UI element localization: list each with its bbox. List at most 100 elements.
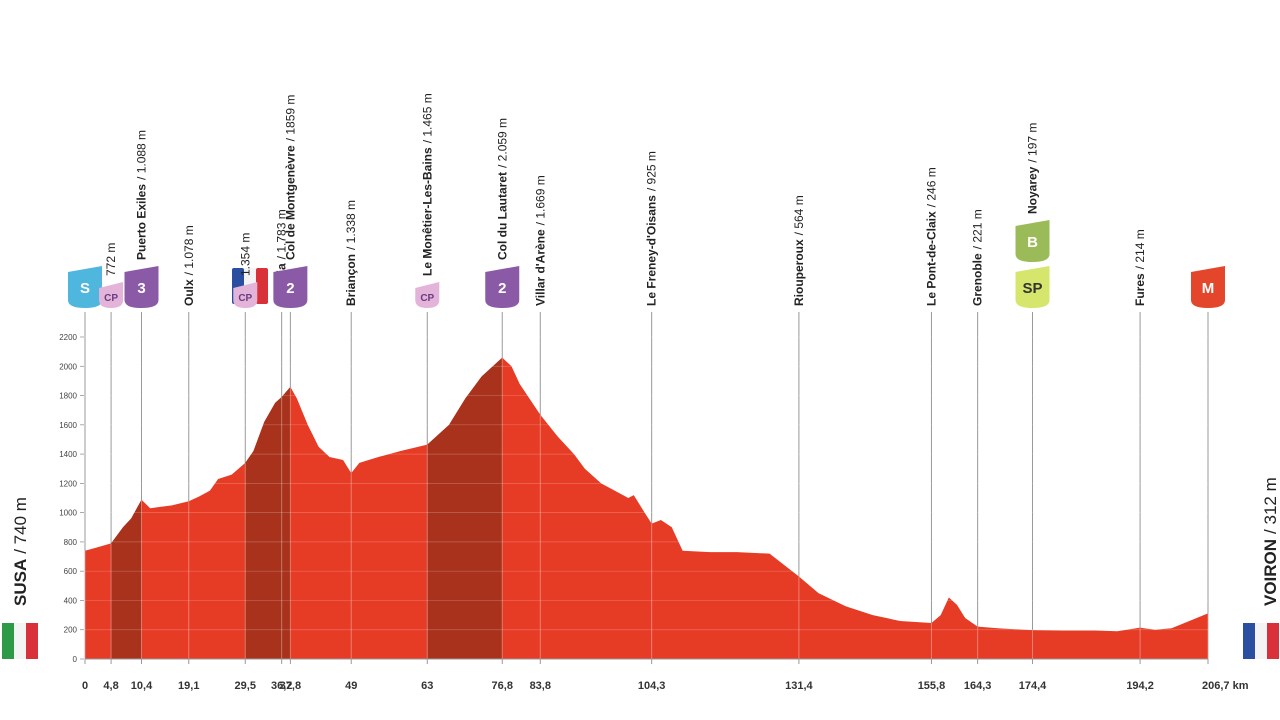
x-tick-label: 155,8: [918, 680, 946, 692]
waypoint-text: Le Pont-de-Claix / 246 m: [924, 167, 938, 306]
waypoint-name: Le Freney-d'Oisans: [645, 195, 659, 306]
y-tick-label: 1400: [59, 450, 77, 459]
x-tick-label: 194,2: [1126, 680, 1154, 692]
waypoint-icon: CP: [233, 282, 258, 308]
waypoint-icon: CP: [415, 282, 440, 308]
climb-shade: [111, 499, 142, 659]
y-tick-label: 2000: [59, 362, 77, 371]
x-tick-label: 104,3: [638, 680, 666, 692]
y-tick-label: 0: [73, 655, 78, 664]
waypoint-text: Riouperoux / 564 m: [792, 195, 806, 306]
elevation-area: [85, 357, 1208, 659]
x-tick-label: 36,2: [271, 680, 292, 692]
waypoint-elev: / 1.078 m: [182, 225, 196, 275]
icon-label: S: [80, 280, 90, 297]
icon-shape: [99, 282, 124, 308]
waypoint-icon: 2: [485, 266, 520, 308]
y-tick-label: 1000: [59, 509, 77, 518]
icon-shape: [1015, 266, 1050, 308]
x-tick-label: 83,8: [530, 680, 551, 692]
waypoint-text: Briançon / 1.338 m: [344, 200, 358, 306]
finish-text: VOIRON / 312 m: [1261, 477, 1280, 606]
waypoint-text: Le Monêtier-Les-Bains / 1.465 m: [420, 93, 434, 276]
x-tick-label: 174,4: [1019, 680, 1047, 692]
waypoint-elev: / 925 m: [645, 151, 659, 191]
waypoint-label: Col de Montgenèvre / 1859 m: [283, 95, 297, 260]
icon-shape: [1015, 220, 1050, 262]
y-tick-label: 200: [64, 626, 78, 635]
waypoint-name: Le Pont-de-Claix: [924, 211, 938, 306]
icon-label: M: [1202, 280, 1215, 297]
icon-shape: [124, 266, 159, 308]
icon-shape: [485, 266, 520, 308]
climb-shade: [427, 357, 503, 659]
x-tick-label: 37,8: [280, 680, 301, 692]
waypoint-label: Villar d'Arène / 1.669 m: [533, 175, 547, 306]
icon-shape: [273, 266, 308, 308]
waypoint-label: Le Pont-de-Claix / 246 m: [924, 167, 938, 306]
italy-flag: [2, 623, 38, 659]
waypoint-elev: / 1.669 m: [533, 175, 547, 225]
waypoint-name: Villar d'Arène: [533, 229, 547, 306]
waypoint-icon: 3: [124, 266, 159, 308]
icon-label: 3: [137, 280, 145, 297]
waypoint-elev: / 214 m: [1133, 229, 1147, 269]
waypoint-elev: / 564 m: [792, 195, 806, 235]
waypoint-elev: / 1859 m: [283, 95, 297, 142]
waypoint-name: Oulx: [182, 279, 196, 306]
x-tick-label: 206,7 km: [1202, 680, 1249, 692]
icon-shape: [68, 266, 102, 308]
waypoint-text: Col de Montgenèvre / 1859 m: [283, 95, 297, 260]
waypoint-elev: / 1.088 m: [135, 130, 149, 180]
x-tick-label: 0: [82, 680, 88, 692]
y-tick-label: 1600: [59, 421, 77, 430]
waypoint-icon: M: [1191, 266, 1225, 308]
waypoint-icon: B: [1015, 220, 1050, 262]
y-tick-label: 600: [64, 567, 78, 576]
waypoint-text: Noyarey / 197 m: [1026, 123, 1040, 214]
icon-label: CP: [104, 293, 118, 304]
start-name: SUSA: [11, 559, 30, 606]
waypoint-name: Riouperoux: [792, 239, 806, 306]
waypoint-elev: / 197 m: [1026, 123, 1040, 163]
start-label: SUSA / 740 m: [11, 497, 30, 606]
waypoint-label: 772 m: [104, 243, 118, 276]
y-tick-label: 1200: [59, 479, 77, 488]
waypoint-text: Puerto Exiles / 1.088 m: [135, 130, 149, 260]
waypoint-icon: S: [68, 266, 102, 308]
y-tick-label: 800: [64, 538, 78, 547]
icon-label: CP: [420, 293, 434, 304]
waypoint-name: Puerto Exiles: [135, 184, 149, 260]
waypoint-label: Le Freney-d'Oisans / 925 m: [645, 151, 659, 306]
x-tick-label: 164,3: [964, 680, 992, 692]
icon-shape: [233, 282, 258, 308]
x-tick-label: 10,4: [131, 680, 153, 692]
y-tick-label: 2200: [59, 333, 77, 342]
waypoint-text: Col du Lautaret / 2.059 m: [495, 118, 509, 260]
waypoint-label: Grenoble / 221 m: [971, 209, 985, 306]
x-tick-label: 19,1: [178, 680, 199, 692]
icon-shape: [1191, 266, 1225, 308]
waypoint-label: Le Monêtier-Les-Bains / 1.465 m: [420, 93, 434, 276]
waypoint-name: Col du Lautaret: [495, 172, 509, 260]
waypoint-icon: CP: [99, 282, 124, 308]
y-tick-label: 400: [64, 596, 78, 605]
waypoint-text: Fures / 214 m: [1133, 229, 1147, 306]
waypoint-name: Le Monêtier-Les-Bains: [420, 147, 434, 276]
icon-label: B: [1027, 234, 1038, 251]
waypoint-elev: / 221 m: [971, 209, 985, 249]
waypoint-elev: / 246 m: [924, 167, 938, 207]
icon-label: 2: [498, 280, 506, 297]
finish-label: VOIRON / 312 m: [1261, 477, 1280, 606]
x-tick-label: 29,5: [235, 680, 256, 692]
waypoint-elev: / 1.338 m: [344, 200, 358, 250]
waypoint-text: Grenoble / 221 m: [971, 209, 985, 306]
waypoint-elev: / 1.783 m: [275, 209, 289, 259]
waypoint-label: Col du Lautaret / 2.059 m: [495, 118, 509, 260]
waypoint-name: Grenoble: [971, 253, 985, 306]
x-tick-label: 4,8: [103, 680, 118, 692]
start-elev: / 740 m: [11, 497, 30, 554]
icon-label: 2: [286, 280, 294, 297]
